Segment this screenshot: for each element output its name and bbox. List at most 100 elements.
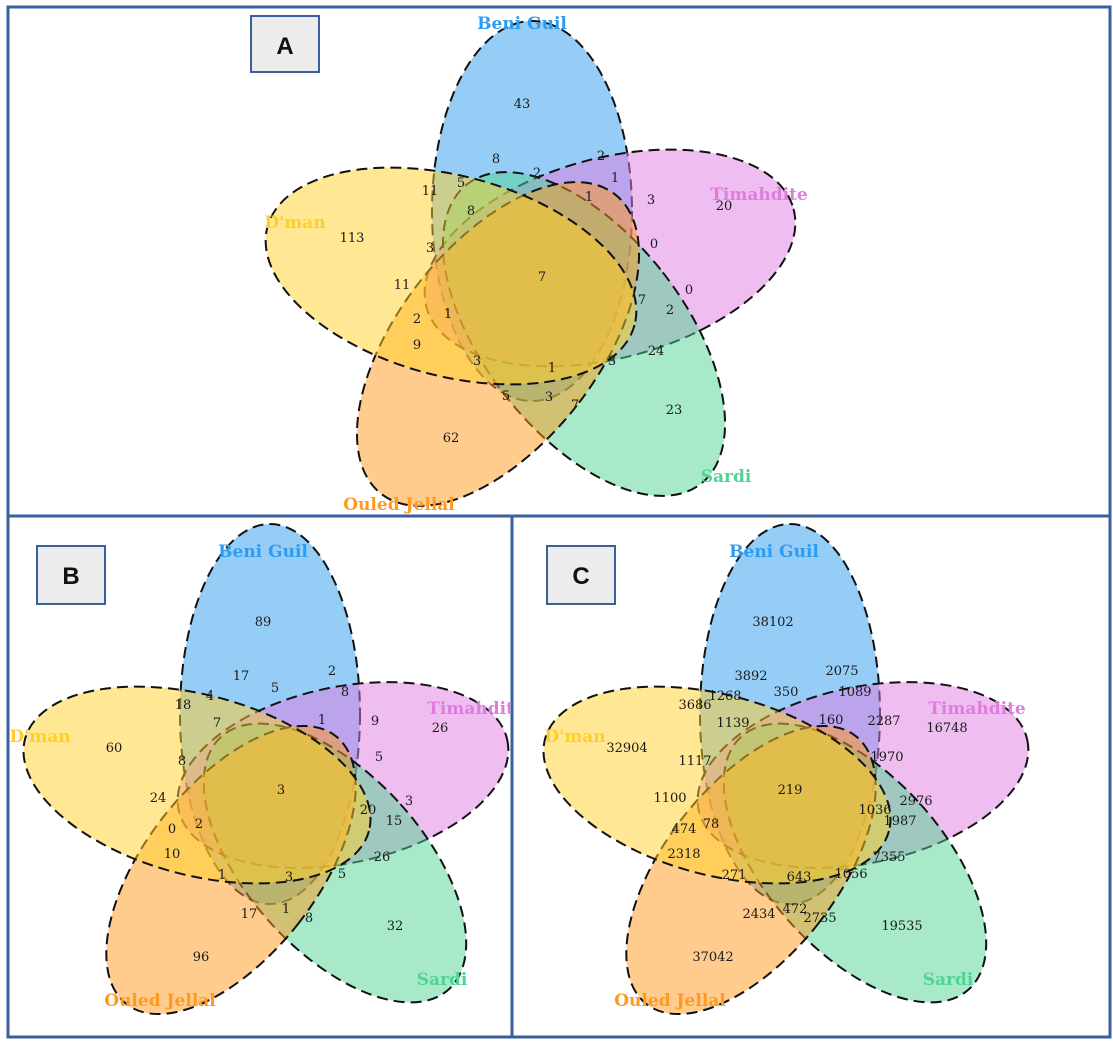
region-count: 2976 — [899, 794, 932, 809]
region-count: 18 — [175, 698, 192, 713]
set-label-ouled-jellal: Ouled Jellal — [343, 495, 455, 515]
region-count: 11 — [422, 184, 439, 199]
region-count: 7 — [571, 398, 579, 413]
set-label-ouled-jellal: Ouled Jellal — [614, 991, 726, 1011]
region-count: 350 — [774, 685, 799, 700]
region-count: 2318 — [667, 847, 700, 862]
region-count: 8 — [305, 911, 313, 926]
region-count: 19535 — [881, 919, 922, 934]
region-count: 1 — [282, 902, 290, 917]
region-count: 5 — [271, 681, 279, 696]
region-count: 17 — [233, 669, 250, 684]
region-counts: 38102 3892 2075 16748 1089 350 2287 1970… — [606, 615, 967, 965]
ellipse-dman — [264, 166, 638, 386]
region-count: 8 — [341, 685, 349, 700]
region-count: 3 — [405, 794, 413, 809]
region-count: 7 — [538, 270, 546, 285]
region-count: 1970 — [870, 750, 903, 765]
region-count: 643 — [787, 870, 812, 885]
venn-ellipses — [22, 523, 510, 1016]
region-count: 1056 — [834, 867, 867, 882]
set-label-beni-guil: Beni Guil — [477, 14, 567, 34]
panel-letter: C — [572, 563, 589, 590]
set-label-sardi: Sardi — [923, 970, 974, 990]
region-count: 2735 — [803, 911, 836, 926]
region-count: 2 — [533, 166, 541, 181]
region-count: 89 — [255, 615, 272, 630]
region-count: 24 — [648, 344, 665, 359]
region-count: 5 — [457, 176, 465, 191]
region-count: 7355 — [872, 850, 905, 865]
panel-letter-box — [546, 545, 616, 605]
region-count: 26 — [374, 850, 391, 865]
region-count: 219 — [778, 783, 803, 798]
region-count: 1 — [444, 307, 452, 322]
region-count: 2434 — [742, 907, 775, 922]
region-count: 2 — [195, 817, 203, 832]
region-count: 9 — [413, 338, 421, 353]
region-count: 3 — [277, 783, 285, 798]
region-count: 96 — [193, 950, 210, 965]
region-count: 43 — [514, 97, 531, 112]
panel-letter: A — [276, 33, 293, 60]
region-count: 0 — [685, 283, 693, 298]
set-label-timahdite: Timahdite — [427, 699, 510, 719]
region-count: 1117 — [678, 754, 711, 769]
region-count: 1036 — [858, 803, 891, 818]
region-count: 23 — [666, 403, 683, 418]
region-count: 160 — [819, 713, 844, 728]
region-count: 1 — [318, 713, 326, 728]
region-count: 5 — [338, 867, 346, 882]
set-label-ouled-jellal: Ouled Jellal — [104, 991, 216, 1011]
region-count: 37042 — [692, 950, 733, 965]
region-count: 78 — [703, 817, 720, 832]
region-count: 474 — [672, 822, 697, 837]
set-label-dman: D'man — [264, 213, 325, 233]
region-count: 16748 — [926, 721, 967, 736]
region-count: 3 — [608, 354, 616, 369]
venn-diagram-a: A Beni Guil Timahdite Sardi Ouled Jellal… — [250, 14, 808, 515]
region-count: 17 — [241, 907, 258, 922]
region-count: 20 — [360, 803, 377, 818]
region-counts: 89 17 2 26 8 1 9 5 3 15 20 26 32 5 3 8 1… — [106, 615, 449, 965]
region-count: 2287 — [867, 714, 900, 729]
region-count: 2 — [666, 303, 674, 318]
region-count: 8 — [492, 152, 500, 167]
frame-border — [6, 5, 1112, 1039]
region-count: 10 — [164, 847, 181, 862]
venn-diagram-c: C Beni Guil Timahdite Sardi Ouled Jellal… — [542, 523, 1030, 1016]
venn-diagram-b: B Beni Guil Timahdite Sardi Ouled Jellal… — [10, 523, 510, 1016]
region-count: 1987 — [883, 814, 916, 829]
set-label-timahdite: Timahdite — [928, 699, 1026, 719]
region-count: 1100 — [653, 791, 686, 806]
region-count: 2 — [328, 664, 336, 679]
region-count: 7 — [638, 293, 646, 308]
region-count: 8 — [467, 204, 475, 219]
set-label-dman: D'man — [10, 727, 71, 747]
region-counts: 43 8 2 20 1 2 1 3 0 0 2 7 24 23 3 1 3 7 … — [340, 97, 733, 446]
region-count: 1 — [585, 190, 593, 205]
venn-ellipses — [264, 20, 797, 507]
region-count: 26 — [432, 721, 449, 736]
region-count: 4 — [206, 689, 214, 704]
region-count: 2075 — [825, 664, 858, 679]
venn-ellipses — [542, 523, 1030, 1016]
region-count: 3 — [545, 390, 553, 405]
set-label-sardi: Sardi — [417, 970, 468, 990]
set-label-sardi: Sardi — [701, 467, 752, 487]
region-count: 32 — [387, 919, 404, 934]
region-count: 62 — [443, 431, 460, 446]
region-count: 2 — [597, 149, 605, 164]
region-count: 20 — [716, 199, 733, 214]
panel-letter-box — [250, 15, 320, 73]
panel-letter-box — [36, 545, 106, 605]
region-count: 11 — [394, 278, 411, 293]
region-count: 1139 — [716, 716, 749, 731]
region-count: 1 — [611, 171, 619, 186]
panel-letter: B — [62, 563, 79, 590]
region-count: 3 — [285, 870, 293, 885]
region-count: 271 — [722, 868, 747, 883]
region-count: 3686 — [678, 698, 711, 713]
set-label-dman: D'man — [544, 727, 605, 747]
region-count: 1089 — [838, 685, 871, 700]
